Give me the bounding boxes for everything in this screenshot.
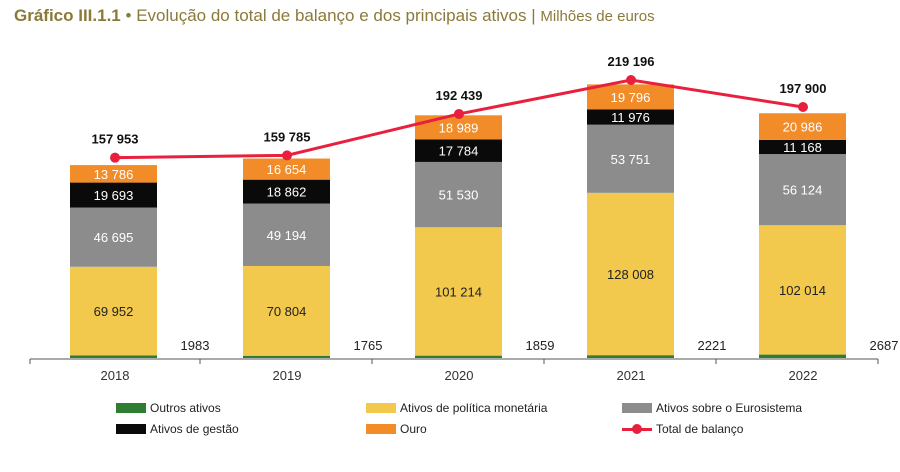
data-label-3-2020: 17 784: [439, 144, 479, 159]
data-label-1-2020: 101 214: [435, 284, 482, 299]
title-text: Evolução do total de balanço e dos princ…: [136, 6, 527, 25]
bar-segment-2-2021: [587, 124, 674, 193]
bar-segment-3-2018: [70, 182, 157, 208]
data-label-2-2019: 49 194: [267, 228, 307, 243]
bar-segment-1-2018: [70, 266, 157, 356]
bar-segment-2-2020: [415, 161, 502, 228]
figure-number: Gráfico III.1.1: [14, 6, 121, 25]
data-label-4-2018: 13 786: [94, 167, 134, 182]
data-label-2-2020: 51 530: [439, 188, 479, 203]
bar-segment-1-2022: [759, 225, 846, 355]
data-label-4-2021: 19 796: [611, 90, 651, 105]
bar-segment-4-2019: [243, 158, 330, 180]
data-label-4-2020: 18 989: [439, 120, 479, 135]
unit-label: Milhões de euros: [540, 8, 655, 25]
data-label-4-2019: 16 654: [267, 162, 307, 177]
x-tick-label-2022: 2022: [789, 368, 818, 383]
bar-segment-1-2021: [587, 192, 674, 356]
data-label-1-2021: 128 008: [607, 267, 654, 282]
bar-segment-0-2019: [243, 355, 330, 358]
data-label-1-2022: 102 014: [779, 283, 826, 298]
data-label-2-2021: 53 751: [611, 152, 651, 167]
total-point-2021: [626, 75, 636, 86]
bar-segment-0-2022: [759, 354, 846, 358]
data-label-3-2018: 19 693: [94, 188, 134, 203]
total-label-2021: 219 196: [608, 54, 655, 69]
total-point-2020: [454, 108, 464, 119]
data-label-2-2018: 46 695: [94, 230, 134, 245]
bar-segment-4-2018: [70, 165, 157, 183]
data-label-3-2022: 11 168: [783, 140, 822, 155]
total-label-2019: 159 785: [264, 129, 311, 144]
data-label-3-2021: 11 976: [611, 110, 650, 125]
stacked-bar-chart: 1983 69 952 46 695 19 693 13 786 2018 1765 70 8…: [29, 54, 899, 383]
x-tick-label-2021: 2021: [617, 368, 646, 383]
data-label-2-2022: 56 124: [783, 183, 823, 198]
bar-segment-3-2020: [415, 139, 502, 162]
bar-segment-4-2021: [587, 84, 674, 110]
data-label-outros-2020: 1859: [526, 338, 555, 353]
data-label-4-2022: 20 986: [783, 120, 823, 135]
total-point-2018: [110, 152, 120, 163]
total-label-2020: 192 439: [436, 88, 483, 103]
data-label-outros-2018: 1983: [181, 338, 210, 353]
bar-segment-4-2020: [415, 115, 502, 140]
chart-title: Gráfico III.1.1 • Evolução do total de b…: [14, 6, 655, 26]
bar-segment-3-2022: [759, 139, 846, 155]
bar-segment-0-2018: [70, 355, 157, 358]
bar-segment-2-2022: [759, 154, 846, 226]
data-label-outros-2019: 1765: [354, 338, 383, 353]
total-point-2022: [798, 102, 808, 113]
data-label-1-2019: 70 804: [267, 304, 307, 319]
x-tick-label-2019: 2019: [273, 368, 302, 383]
data-label-outros-2021: 2221: [698, 338, 727, 353]
data-label-1-2018: 69 952: [94, 304, 134, 319]
x-tick-label-2020: 2020: [445, 368, 474, 383]
bar-segment-2-2019: [243, 203, 330, 266]
x-tick-label-2018: 2018: [101, 368, 130, 383]
bar-segment-0-2021: [587, 355, 674, 358]
bar-segment-4-2022: [759, 113, 846, 140]
data-label-3-2019: 18 862: [267, 185, 307, 200]
bar-segment-1-2020: [415, 227, 502, 356]
total-label-2018: 157 953: [92, 132, 139, 147]
bar-segment-2-2018: [70, 207, 157, 267]
title-bullet: •: [125, 6, 132, 25]
bar-segment-3-2021: [587, 109, 674, 125]
total-label-2022: 197 900: [780, 81, 827, 96]
data-label-outros-2022: 2687: [870, 338, 899, 353]
bar-segment-1-2019: [243, 265, 330, 356]
title-separator: |: [531, 6, 536, 25]
bar-segment-3-2019: [243, 179, 330, 204]
bar-segment-0-2020: [415, 355, 502, 358]
total-point-2019: [282, 150, 292, 161]
